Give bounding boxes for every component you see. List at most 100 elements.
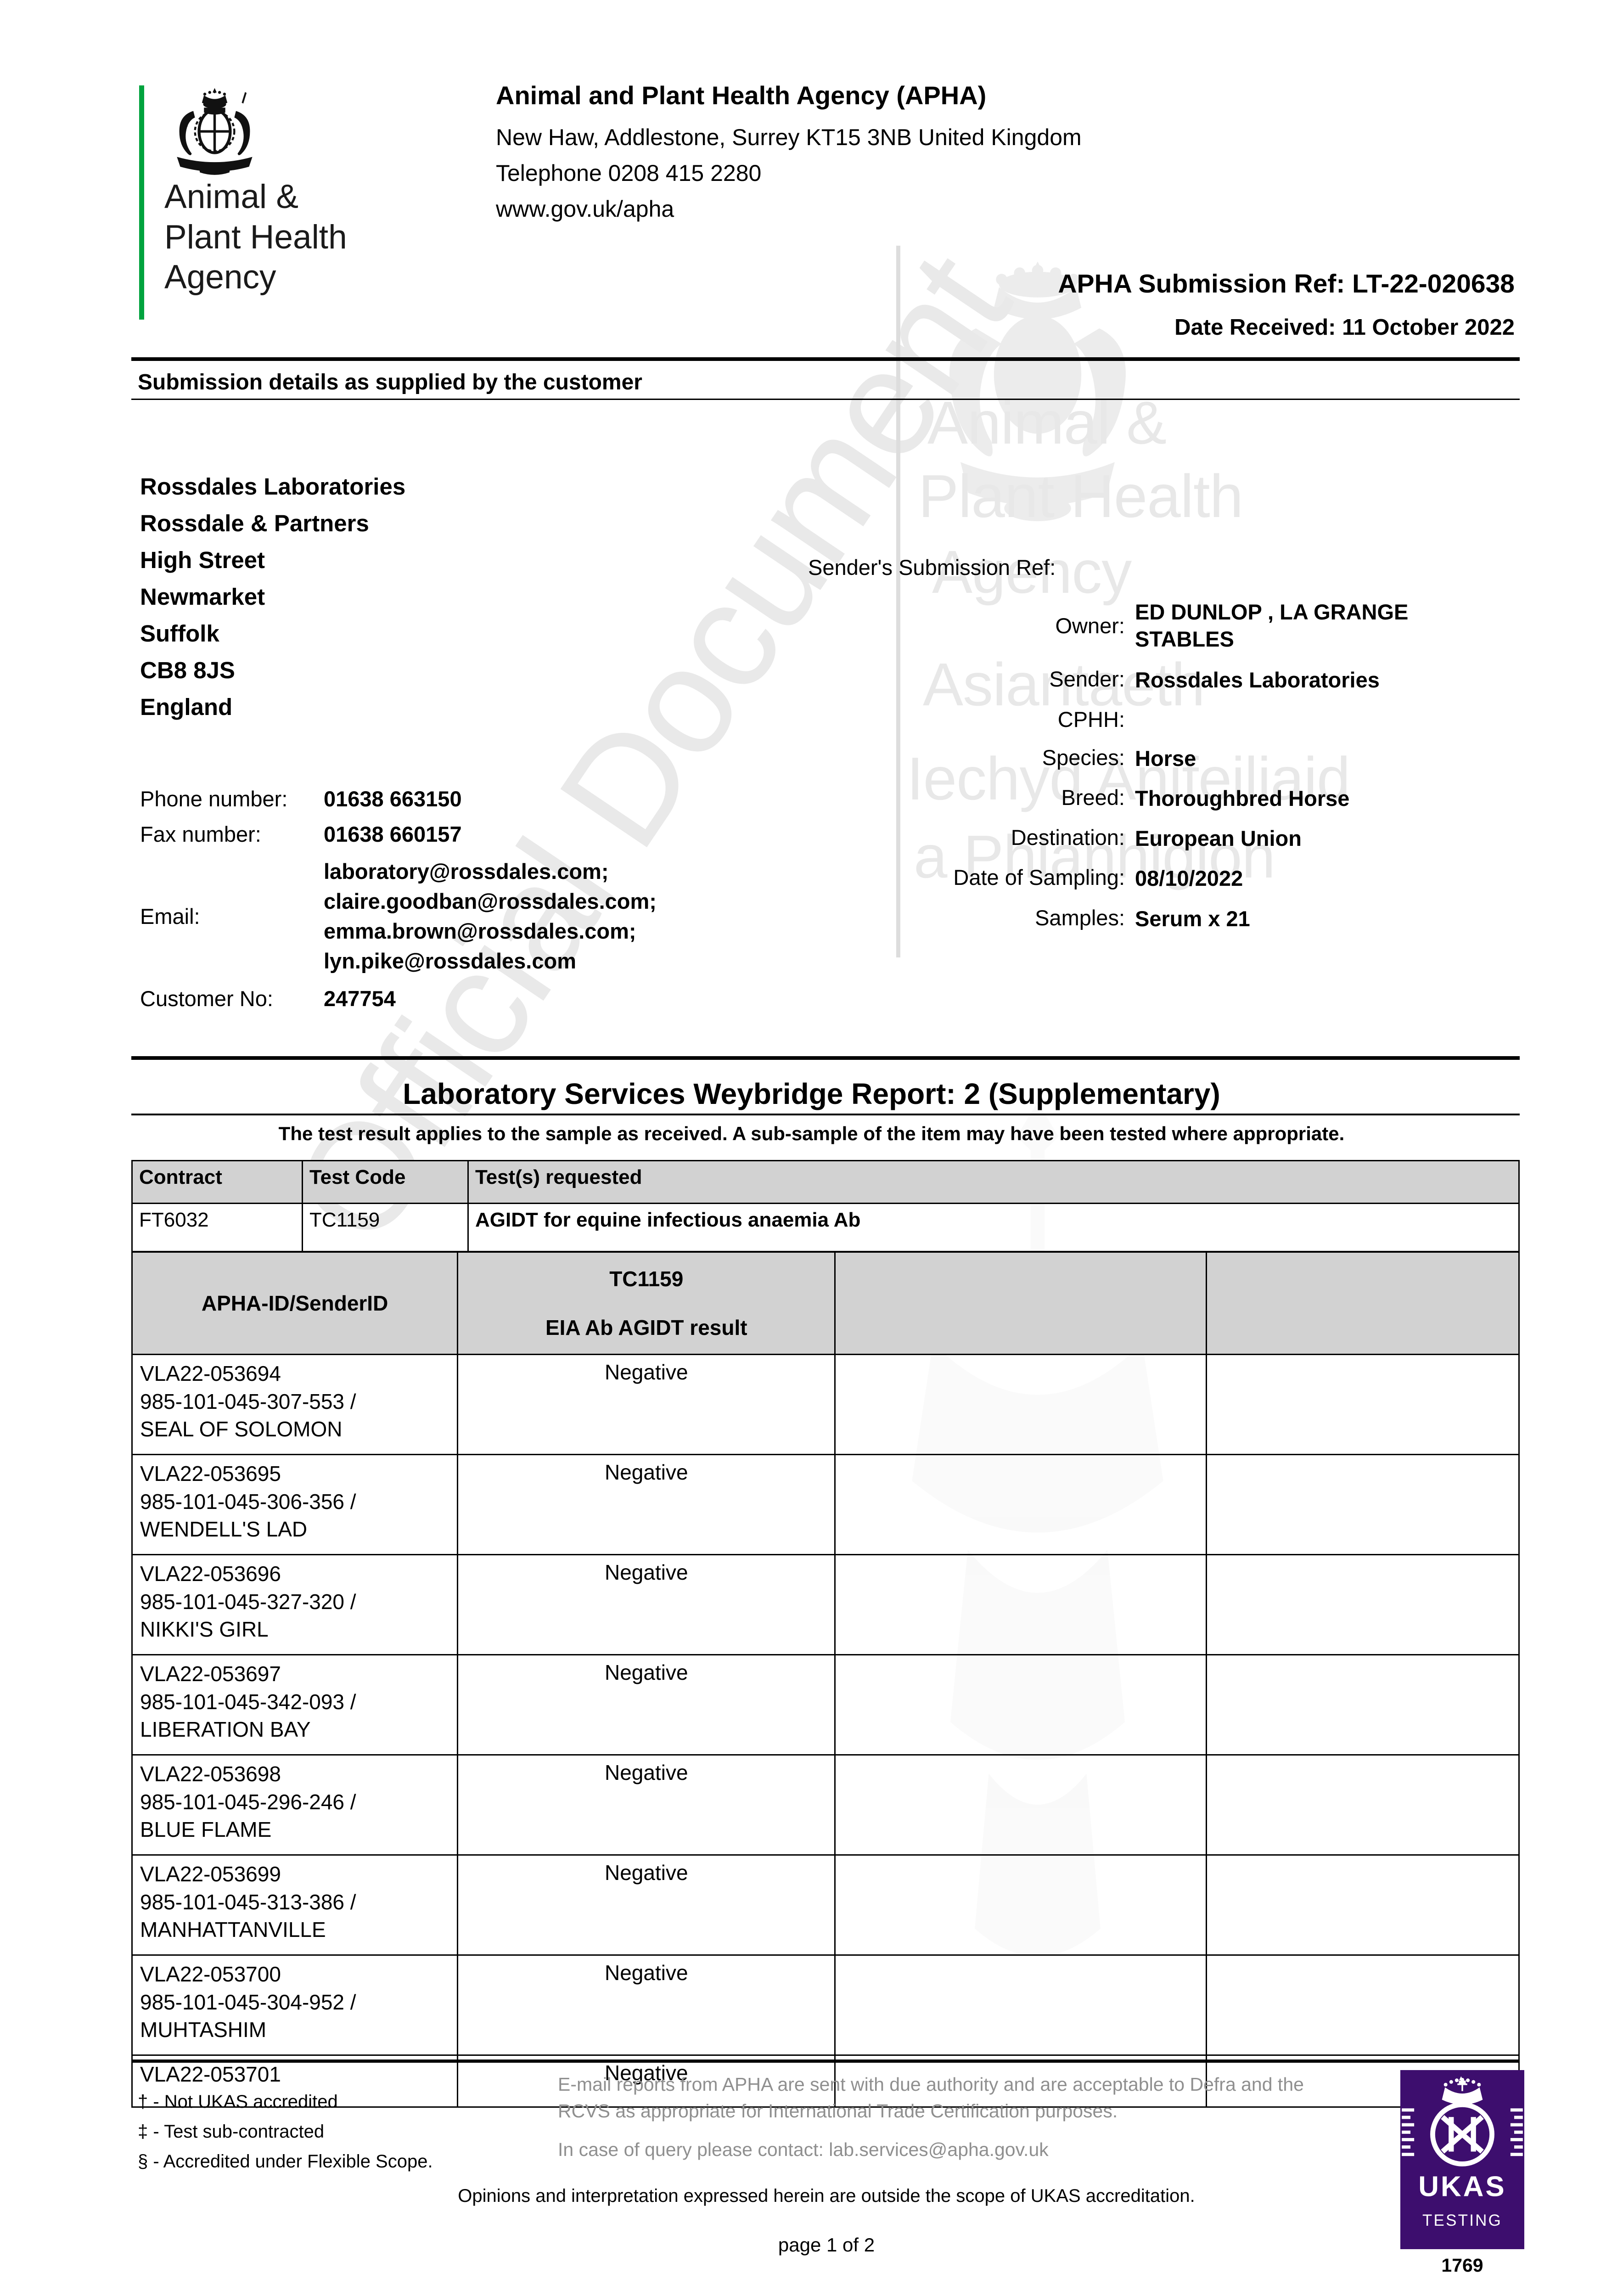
empty-cell-4 <box>1205 1854 1520 1956</box>
table-row: VLA22-053701 Negative <box>131 2054 1520 2108</box>
fax-label: Fax number: <box>140 822 261 846</box>
address-line: High Street <box>140 547 265 574</box>
animal-name: LIBERATION BAY <box>140 1717 311 1742</box>
royal-coat-of-arms-icon <box>165 86 264 178</box>
apha-id: VLA22-053700 <box>140 1962 281 1986</box>
detail-row-breed: Breed: Thoroughbred Horse <box>808 785 1524 812</box>
footer-opinion-statement: Opinions and interpretation expressed he… <box>458 2186 1195 2206</box>
apha-id: VLA22-053695 <box>140 1462 281 1486</box>
detail-row-sender: Sender: Rossdales Laboratories <box>808 666 1524 693</box>
apha-id: VLA22-053701 <box>140 2062 281 2086</box>
result-cell: Negative <box>457 1654 836 1756</box>
contact-row-customer-no: Customer No: 247754 <box>140 986 792 1011</box>
result-cell: Negative <box>457 1354 836 1455</box>
organisation-title: Animal and Plant Health Agency (APHA) <box>496 81 987 110</box>
address-line: Suffolk <box>140 620 219 647</box>
detail-row-samples: Samples: Serum x 21 <box>808 905 1524 932</box>
empty-cell-4 <box>1205 1954 1520 2056</box>
empty-col-header-3 <box>834 1251 1207 1355</box>
apha-id-col-header: APHA-ID/SenderID <box>131 1251 459 1355</box>
sample-id-cell: VLA22-053696 985-101-045-327-320 / NIKKI… <box>131 1554 459 1655</box>
customer-contact-block: Phone number: 01638 663150 Fax number: 0… <box>140 786 792 1021</box>
logo-line-3: Agency <box>164 259 276 296</box>
phone-label: Phone number: <box>140 787 288 811</box>
date-of-sampling-label: Date of Sampling: <box>953 865 1125 890</box>
sample-id-cell: VLA22-053695 985-101-045-306-356 / WENDE… <box>131 1454 459 1555</box>
sender-id: 985-101-045-307-553 / <box>140 1389 356 1413</box>
sender-id: 985-101-045-296-246 / <box>140 1790 356 1814</box>
footer-note-contact: In case of query please contact: lab.ser… <box>558 2139 1049 2161</box>
legend-test-sub-contracted: ‡ - Test sub-contracted <box>138 2121 325 2142</box>
animal-name: SEAL OF SOLOMON <box>140 1417 343 1441</box>
detail-row-sender-ref: Sender's Submission Ref: <box>808 555 1524 580</box>
result-cell: Negative <box>457 1854 836 1956</box>
address-line: England <box>140 694 233 720</box>
table-row: VLA22-053699 985-101-045-313-386 / MANHA… <box>131 1854 1520 1956</box>
table-row: VLA22-053700 985-101-045-304-952 / MUHTA… <box>131 1954 1520 2056</box>
empty-cell-4 <box>1205 1754 1520 1856</box>
svg-text:UKAS: UKAS <box>1418 2171 1506 2202</box>
sender-ref-label: Sender's Submission Ref: <box>808 555 1056 580</box>
sender-label: Sender: <box>1049 667 1125 692</box>
sample-id-cell: VLA22-053698 985-101-045-296-246 / BLUE … <box>131 1754 459 1856</box>
date-of-sampling-value: 08/10/2022 <box>1135 866 1243 891</box>
tests-requested-cell: AGIDT for equine infectious anaemia Ab <box>467 1203 1520 1252</box>
result-cell: Negative <box>457 2054 836 2108</box>
test-result-name: EIA Ab AGIDT result <box>545 1316 747 1339</box>
ukas-accreditation-logo: UKAS TESTING <box>1400 2070 1524 2249</box>
empty-cell-3 <box>834 2054 1207 2108</box>
result-cell: Negative <box>457 1754 836 1856</box>
detail-row-owner: Owner: ED DUNLOP , LA GRANGE STABLES <box>808 598 1524 653</box>
detail-row-cphh: CPHH: <box>808 707 1524 732</box>
report-title-top-rule <box>131 1056 1520 1060</box>
animal-name: MANHATTANVILLE <box>140 1918 326 1942</box>
date-received: Date Received: 11 October 2022 <box>1174 315 1515 340</box>
logo-line-1: Animal & <box>164 178 299 215</box>
contact-row-fax: Fax number: 01638 660157 <box>140 822 792 847</box>
apha-id: VLA22-053699 <box>140 1862 281 1886</box>
contract-col-header: Contract <box>131 1160 303 1204</box>
organisation-telephone: Telephone 0208 415 2280 <box>496 160 762 186</box>
legend-flexible-scope: § - Accredited under Flexible Scope. <box>138 2151 433 2172</box>
email-value[interactable]: laboratory@rossdales.com; claire.goodban… <box>324 859 657 973</box>
destination-label: Destination: <box>1011 825 1125 850</box>
empty-cell-3 <box>834 1554 1207 1655</box>
organisation-website[interactable]: www.gov.uk/apha <box>496 196 674 222</box>
sample-id-cell: VLA22-053699 985-101-045-313-386 / MANHA… <box>131 1854 459 1956</box>
email-label: Email: <box>140 904 200 929</box>
detail-row-date-of-sampling: Date of Sampling: 08/10/2022 <box>808 865 1524 892</box>
report-title: Laboratory Services Weybridge Report: 2 … <box>403 1077 1220 1110</box>
sample-id-cell: VLA22-053697 985-101-045-342-093 / LIBER… <box>131 1654 459 1756</box>
test-code-cell: TC1159 <box>302 1203 469 1252</box>
customer-no-label: Customer No: <box>140 986 273 1011</box>
owner-label: Owner: <box>1055 613 1125 638</box>
empty-cell-4 <box>1205 1454 1520 1555</box>
animal-name: BLUE FLAME <box>140 1818 272 1842</box>
table-row: VLA22-053697 985-101-045-342-093 / LIBER… <box>131 1654 1520 1756</box>
empty-cell-3 <box>834 1854 1207 1956</box>
sample-id-cell: VLA22-053701 <box>131 2054 459 2108</box>
submission-details-label: Submission details as supplied by the cu… <box>138 370 642 394</box>
animal-name: MUHTASHIM <box>140 2018 267 2042</box>
submission-details-underline <box>131 399 1520 400</box>
table-row: VLA22-053698 985-101-045-296-246 / BLUE … <box>131 1754 1520 1856</box>
tests-requested-col-header: Test(s) requested <box>467 1160 1520 1204</box>
footer-note-block: E-mail reports from APHA are sent with d… <box>558 2071 1311 2175</box>
sender-id: 985-101-045-313-386 / <box>140 1890 356 1914</box>
footnote-legend: † - Not UKAS accredited ‡ - Test sub-con… <box>138 2087 433 2176</box>
owner-value: ED DUNLOP , LA GRANGE STABLES <box>1135 600 1409 652</box>
empty-cell-3 <box>834 1754 1207 1856</box>
contract-table: Contract Test Code Test(s) requested FT6… <box>131 1160 1520 1252</box>
samples-value: Serum x 21 <box>1135 906 1250 931</box>
breed-label: Breed: <box>1061 785 1125 810</box>
result-cell: Negative <box>457 1554 836 1655</box>
empty-cell-3 <box>834 1654 1207 1756</box>
species-label: Species: <box>1042 745 1125 770</box>
apha-id: VLA22-053697 <box>140 1662 281 1686</box>
sender-value: Rossdales Laboratories <box>1135 668 1380 692</box>
contract-cell: FT6032 <box>131 1203 303 1252</box>
address-line: CB8 8JS <box>140 657 235 684</box>
address-line: Newmarket <box>140 584 265 610</box>
empty-cell-3 <box>834 1354 1207 1455</box>
